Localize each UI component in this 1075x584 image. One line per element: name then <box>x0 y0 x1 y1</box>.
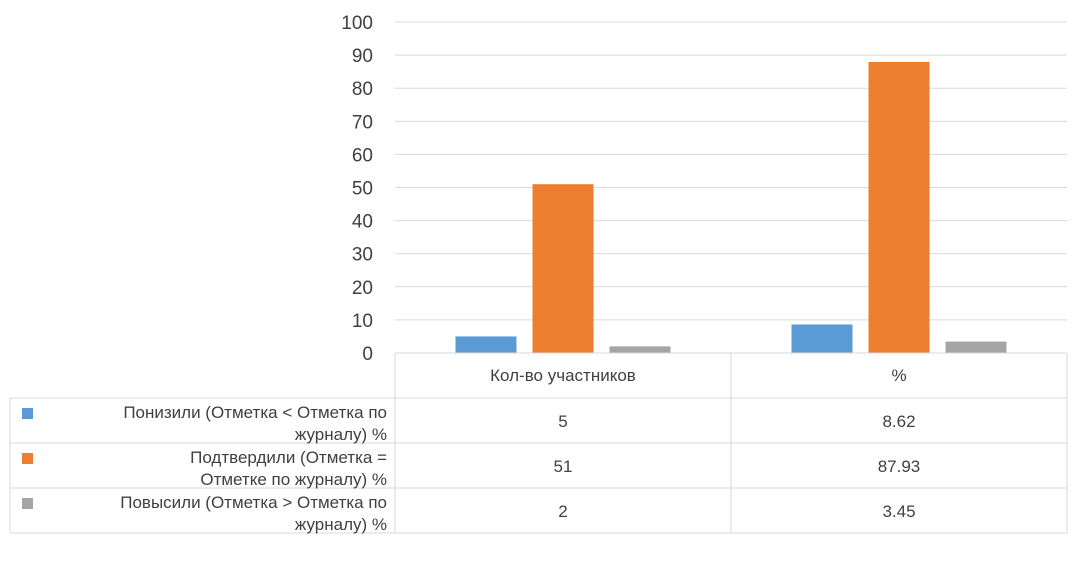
legend-label: журналу) % <box>295 515 387 534</box>
legend-key <box>22 408 33 419</box>
data-label: 5 <box>558 412 567 431</box>
category-label: % <box>891 366 906 385</box>
y-tick-label: 80 <box>352 79 373 100</box>
legend-label: Отметке по журналу) % <box>200 470 387 489</box>
y-tick-label: 0 <box>362 344 373 365</box>
bar <box>791 324 853 353</box>
y-tick-label: 10 <box>352 311 373 332</box>
legend-label: Понизили (Отметка < Отметка по <box>123 403 387 422</box>
bar <box>609 346 671 353</box>
bar <box>868 61 930 354</box>
legend-key <box>22 453 33 464</box>
y-tick-label: 90 <box>352 46 373 67</box>
category-label: Кол-во участников <box>490 366 636 385</box>
legend-label: Повысили (Отметка > Отметка по <box>120 493 387 512</box>
y-tick-label: 100 <box>341 13 373 34</box>
y-tick-label: 20 <box>352 278 373 299</box>
bar <box>532 184 594 353</box>
y-tick-label: 30 <box>352 245 373 266</box>
data-label: 8.62 <box>882 412 915 431</box>
data-label: 51 <box>554 457 573 476</box>
legend-key <box>22 498 33 509</box>
bar <box>945 341 1007 353</box>
legend-label: Подтвердили (Отметка = <box>190 448 387 467</box>
data-label: 87.93 <box>878 457 921 476</box>
y-tick-label: 70 <box>352 112 373 133</box>
data-label: 3.45 <box>882 502 915 521</box>
y-tick-label: 40 <box>352 212 373 233</box>
bar <box>455 336 517 353</box>
data-label: 2 <box>558 502 567 521</box>
legend-label: журналу) % <box>295 425 387 444</box>
y-tick-label: 60 <box>352 145 373 166</box>
y-tick-label: 50 <box>352 179 373 200</box>
